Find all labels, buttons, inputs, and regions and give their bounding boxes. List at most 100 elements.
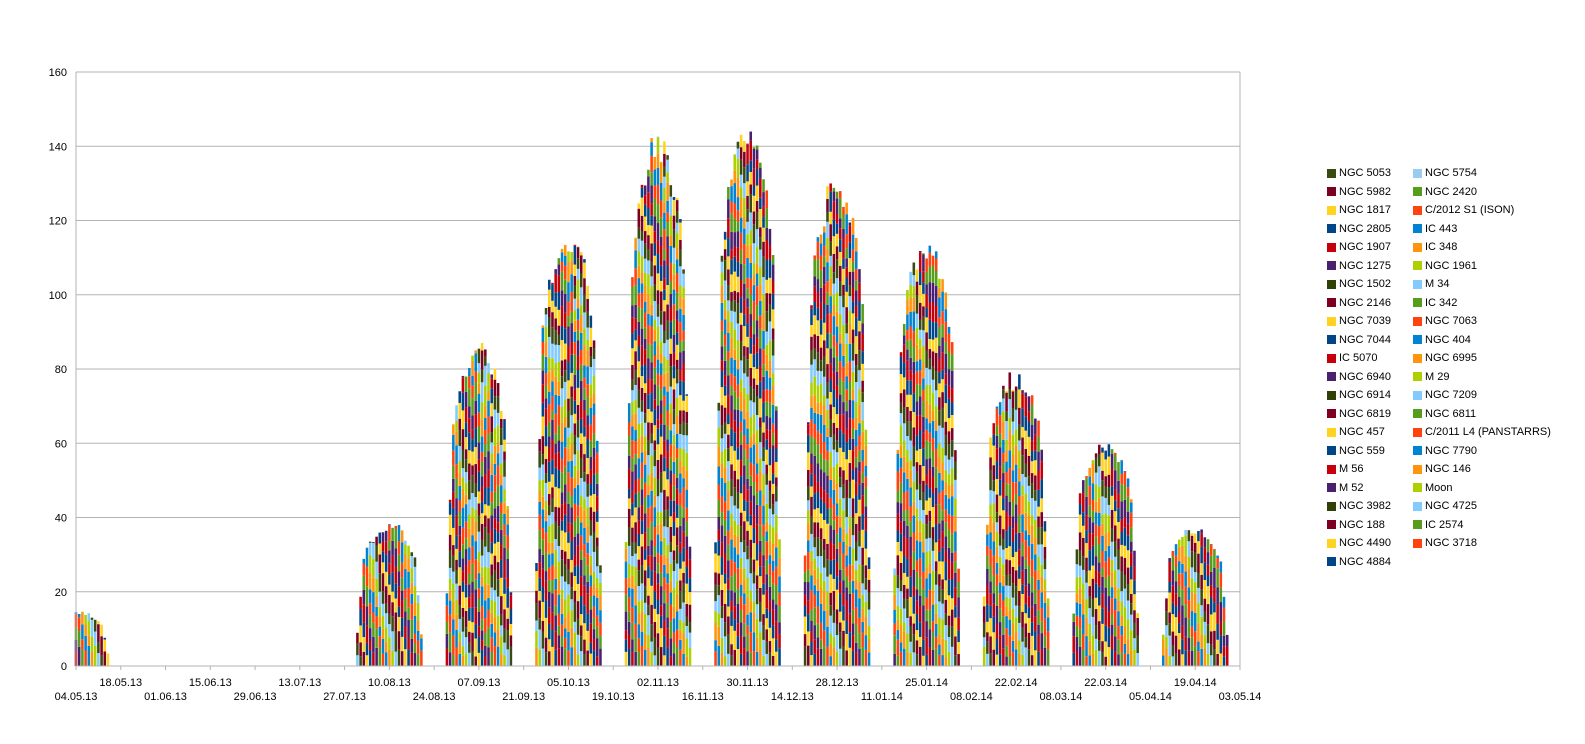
bar-segment — [743, 387, 746, 399]
bar-segment — [864, 530, 868, 549]
bar-segment — [391, 616, 394, 632]
bar-segment — [1123, 626, 1127, 644]
bar-segment — [1034, 519, 1037, 538]
bar-segment — [733, 487, 737, 506]
bar-segment — [627, 498, 631, 509]
bar-segment — [934, 504, 938, 525]
bar-segment — [995, 461, 999, 480]
bar-segment — [1040, 479, 1044, 499]
bar-segment — [1133, 638, 1136, 650]
bar-segment — [947, 498, 951, 515]
bar-segment — [656, 459, 660, 479]
bar-segment — [675, 580, 679, 594]
bar-segment — [538, 577, 541, 591]
bar-segment — [448, 567, 452, 579]
bar-segment — [560, 636, 564, 647]
bar-segment — [474, 579, 478, 590]
bar-segment — [1088, 608, 1091, 624]
bar-segment — [925, 385, 928, 401]
legend-swatch — [1413, 168, 1422, 178]
bar-segment — [746, 459, 749, 479]
bar-segment — [675, 527, 679, 546]
bar-segment — [736, 261, 740, 277]
bar-segment — [1129, 650, 1133, 666]
bar-segment — [669, 500, 673, 517]
bar-segment — [586, 593, 589, 614]
bar-segment — [810, 364, 813, 383]
bar-segment — [592, 595, 596, 607]
bar-segment — [835, 623, 839, 636]
bar-segment — [736, 323, 740, 340]
bar-segment — [755, 560, 759, 576]
bar-segment — [826, 543, 829, 560]
bar-segment — [752, 378, 756, 390]
bar-segment — [1021, 611, 1024, 628]
bar-segment — [663, 386, 666, 396]
bar-segment — [762, 277, 765, 294]
bar-segment — [368, 572, 372, 590]
bar-segment — [918, 271, 922, 286]
bar-segment — [535, 562, 538, 572]
bar-segment — [938, 297, 941, 318]
bar-segment — [634, 585, 637, 606]
bar-segment — [1008, 468, 1012, 485]
bar-segment — [672, 304, 676, 320]
bar-segment — [1104, 606, 1107, 626]
bar-segment — [739, 557, 743, 569]
bar-segment — [755, 384, 759, 396]
bar-segment — [640, 422, 644, 436]
bar-segment — [640, 600, 644, 612]
bar-segment — [733, 376, 737, 392]
bar-segment — [666, 391, 669, 411]
bar-segment — [746, 288, 749, 299]
legend-item: NGC 5982 — [1327, 183, 1413, 202]
bar-segment — [934, 419, 938, 431]
bar-segment — [986, 524, 989, 535]
bar-segment — [570, 252, 573, 261]
bar-segment — [461, 488, 465, 508]
bar-segment — [835, 213, 839, 224]
bar-segment — [858, 462, 861, 472]
bar-segment — [1014, 586, 1018, 606]
bar-segment — [1219, 653, 1223, 666]
bar-segment — [1008, 619, 1012, 636]
bar-segment — [675, 197, 679, 201]
bar-segment — [378, 636, 382, 648]
bar-segment — [848, 225, 852, 243]
bar-segment — [941, 462, 944, 481]
bar-segment — [493, 617, 497, 633]
bar-segment — [842, 433, 845, 453]
bar-segment — [669, 470, 673, 485]
bar-segment — [1117, 600, 1120, 612]
bar-segment — [650, 326, 653, 345]
bar-segment — [391, 631, 394, 651]
bar-segment — [829, 296, 832, 313]
bar-segment — [669, 621, 673, 639]
bar-segment — [752, 482, 756, 496]
bar-segment — [672, 642, 676, 654]
bar-segment — [807, 645, 810, 666]
bar-segment — [752, 514, 756, 528]
bar-segment — [480, 501, 484, 514]
bar-segment — [551, 553, 554, 565]
bar-segment — [736, 197, 740, 211]
bar-segment — [487, 647, 490, 666]
bar-segment — [1078, 493, 1082, 505]
bar-segment — [583, 481, 586, 499]
bar-segment — [736, 568, 740, 589]
bar-segment — [544, 446, 548, 459]
bar-segment — [912, 515, 916, 533]
bar-segment — [858, 531, 861, 547]
bar-segment — [592, 617, 596, 630]
bar-segment — [736, 492, 740, 509]
bar-segment — [752, 444, 756, 465]
bar-segment — [573, 320, 577, 332]
bar-segment — [647, 192, 650, 208]
bar-segment — [1024, 463, 1028, 478]
bar-segment — [1043, 647, 1047, 666]
bar-segment — [1005, 574, 1008, 586]
bar-segment — [723, 299, 727, 310]
bar-segment — [733, 505, 737, 521]
bar-segment — [557, 507, 561, 527]
bar-segment — [1094, 536, 1098, 557]
